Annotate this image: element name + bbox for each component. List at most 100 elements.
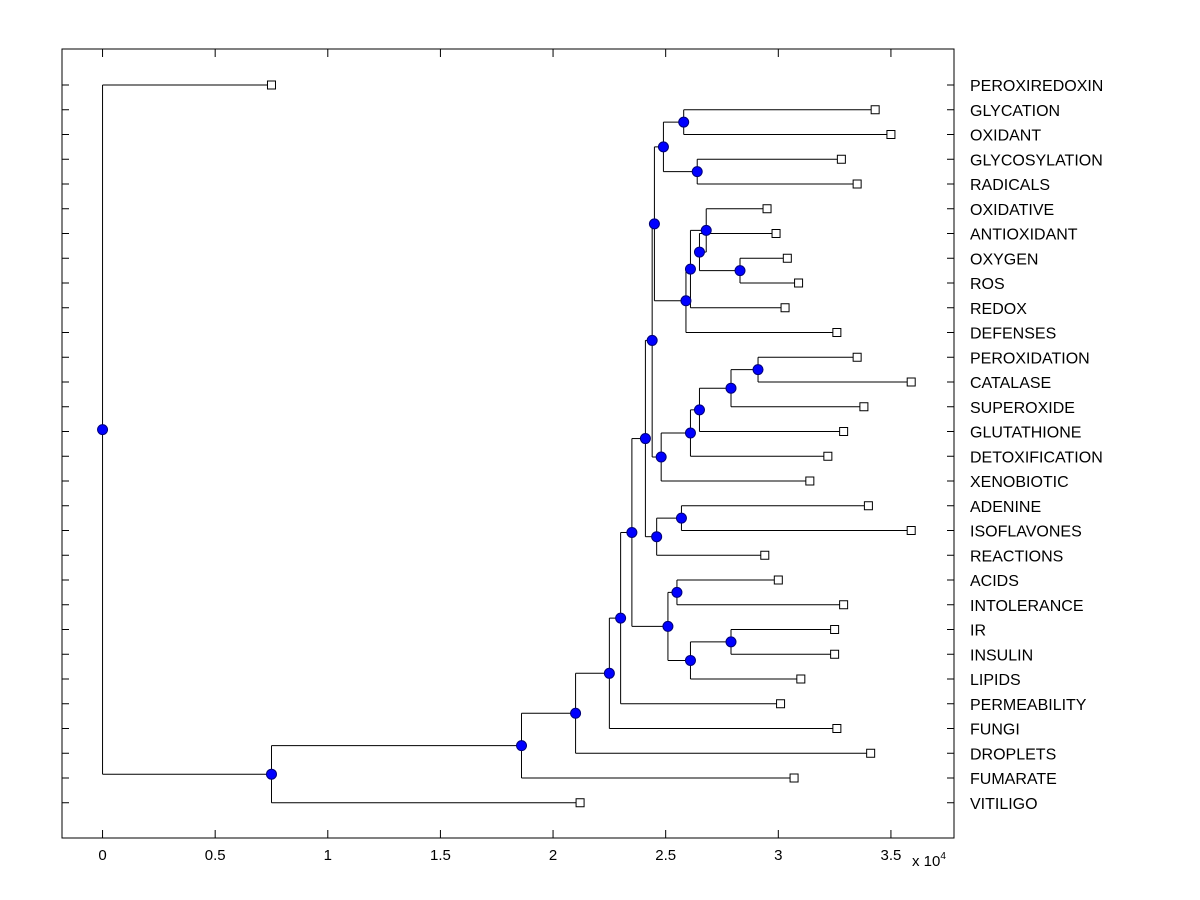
- node-marker-n12: [693, 404, 705, 416]
- node-marker-n8: [680, 295, 692, 307]
- y-axis-ticks: [62, 84, 954, 804]
- node-marker-n16: [675, 512, 687, 524]
- leaf-label-permeability: PERMEABILITY: [970, 697, 1087, 714]
- node-marker-n21: [684, 654, 696, 666]
- node-marker-n19: [671, 586, 683, 598]
- leaf-label-glycosylation: GLYCOSYLATION: [970, 152, 1103, 169]
- node-marker-n29: [97, 424, 109, 436]
- leaf-marker-intolerance: [839, 600, 849, 610]
- leaf-label-droplets: DROPLETS: [970, 746, 1056, 763]
- node-marker-n26: [570, 707, 582, 719]
- leaf-marker-superoxide: [859, 402, 869, 412]
- x-tick-label: 0: [98, 847, 106, 864]
- leaf-label-adenine: ADENINE: [970, 499, 1041, 516]
- leaf-marker-detoxification: [823, 451, 833, 461]
- leaf-marker-redox: [780, 303, 790, 313]
- leaf-label-acids: ACIDS: [970, 573, 1019, 590]
- leaf-marker-permeability: [776, 699, 786, 709]
- leaf-label-peroxiredoxin: PEROXIREDOXIN: [970, 78, 1103, 95]
- leaf-marker-oxygen: [782, 253, 792, 263]
- leaf-marker-acids: [773, 575, 783, 585]
- node-marker-n14: [655, 451, 667, 463]
- leaf-label-glutathione: GLUTATHIONE: [970, 425, 1081, 442]
- leaf-label-peroxidation: PEROXIDATION: [970, 350, 1090, 367]
- leaf-label-vitiligo: VITILIGO: [970, 796, 1038, 813]
- leaf-marker-fungi: [832, 724, 842, 733]
- node-marker-n5: [693, 246, 705, 258]
- plot-frame: [61, 48, 955, 839]
- leaf-marker-peroxidation: [852, 352, 862, 362]
- leaf-marker-ros: [794, 278, 804, 288]
- node-marker-n25: [603, 667, 615, 679]
- node-marker-n1: [678, 116, 690, 128]
- node-marker-n6: [700, 224, 712, 236]
- node-marker-n3: [657, 141, 669, 153]
- leaf-label-reactions: REACTIONS: [970, 548, 1063, 565]
- x-tick-label: 3.5: [880, 847, 901, 864]
- leaf-label-defenses: DEFENSES: [970, 326, 1056, 343]
- leaf-marker-glycosylation: [836, 154, 846, 164]
- leaf-marker-defenses: [832, 328, 842, 337]
- leaf-label-fumarate: FUMARATE: [970, 771, 1057, 788]
- x-tick-label: 0.5: [205, 847, 226, 864]
- node-marker-n27: [516, 740, 528, 752]
- node-marker-n7: [684, 263, 696, 275]
- node-marker-n9: [648, 218, 660, 230]
- leaf-labels: PEROXIREDOXIN GLYCATION OXIDANT GLYCOSYLATI…: [970, 78, 1103, 813]
- node-marker-n15: [646, 334, 658, 346]
- leaf-label-insulin: INSULIN: [970, 647, 1033, 664]
- x-tick-label: 2: [549, 847, 557, 864]
- leaf-marker-oxidative: [762, 204, 772, 214]
- x-axis-multiplier-base: x 10: [912, 853, 940, 870]
- leaf-marker-fumarate: [789, 773, 799, 783]
- x-axis-multiplier-exponent: 4: [940, 851, 946, 862]
- x-axis-ticks: 0 0.5 1 1.5 2 2.5 3 3.5: [98, 49, 901, 864]
- dendrogram-links: [102, 84, 912, 804]
- leaf-label-superoxide: SUPEROXIDE: [970, 400, 1075, 417]
- node-marker-n4: [734, 265, 746, 277]
- leaf-marker-glycation: [870, 105, 880, 115]
- leaf-label-intolerance: INTOLERANCE: [970, 598, 1084, 615]
- leaf-marker-adenine: [863, 501, 873, 511]
- x-tick-label: 3: [774, 847, 782, 864]
- node-marker-n17: [651, 531, 663, 543]
- node-marker-n23: [626, 526, 638, 538]
- node-marker-n28: [265, 768, 277, 780]
- leaf-label-fungi: FUNGI: [970, 722, 1020, 739]
- node-marker-n11: [725, 382, 737, 394]
- leaf-label-oxidative: OXIDATIVE: [970, 202, 1054, 219]
- leaf-label-catalase: CATALASE: [970, 375, 1051, 392]
- leaf-marker-droplets: [866, 748, 876, 758]
- leaf-marker-lipids: [796, 674, 806, 684]
- leaf-marker-radicals: [852, 179, 862, 189]
- leaf-marker-vitiligo: [575, 798, 585, 808]
- node-marker-n22: [662, 620, 674, 632]
- leaf-marker-reactions: [760, 550, 770, 560]
- x-tick-label: 2.5: [655, 847, 676, 864]
- leaf-marker-peroxiredoxin: [266, 80, 276, 90]
- leaf-label-detoxification: DETOXIFICATION: [970, 449, 1103, 466]
- leaf-label-glycation: GLYCATION: [970, 103, 1060, 120]
- leaf-marker-isoflavones: [906, 526, 916, 535]
- leaf-marker-antioxidant: [771, 229, 781, 238]
- node-marker-n24: [615, 612, 627, 624]
- x-tick-label: 1: [324, 847, 332, 864]
- leaf-label-radicals: RADICALS: [970, 177, 1050, 194]
- leaf-label-oxidant: OXIDANT: [970, 128, 1041, 145]
- leaf-marker-xenobiotic: [805, 476, 815, 486]
- leaf-label-lipids: LIPIDS: [970, 672, 1021, 689]
- node-marker-n10: [752, 364, 764, 376]
- leaf-label-isoflavones: ISOFLAVONES: [970, 524, 1082, 541]
- leaf-label-xenobiotic: XENOBIOTIC: [970, 474, 1069, 491]
- node-marker-n20: [725, 636, 737, 648]
- node-marker-n2: [691, 166, 703, 178]
- leaf-label-redox: REDOX: [970, 301, 1027, 318]
- leaf-marker-ir: [830, 625, 840, 634]
- internal-node-markers: [97, 116, 764, 780]
- leaf-label-oxygen: OXYGEN: [970, 251, 1038, 268]
- leaf-marker-catalase: [906, 377, 916, 387]
- leaf-marker-glutathione: [839, 427, 849, 436]
- leaf-label-ir: IR: [970, 623, 986, 640]
- leaf-label-ros: ROS: [970, 276, 1005, 293]
